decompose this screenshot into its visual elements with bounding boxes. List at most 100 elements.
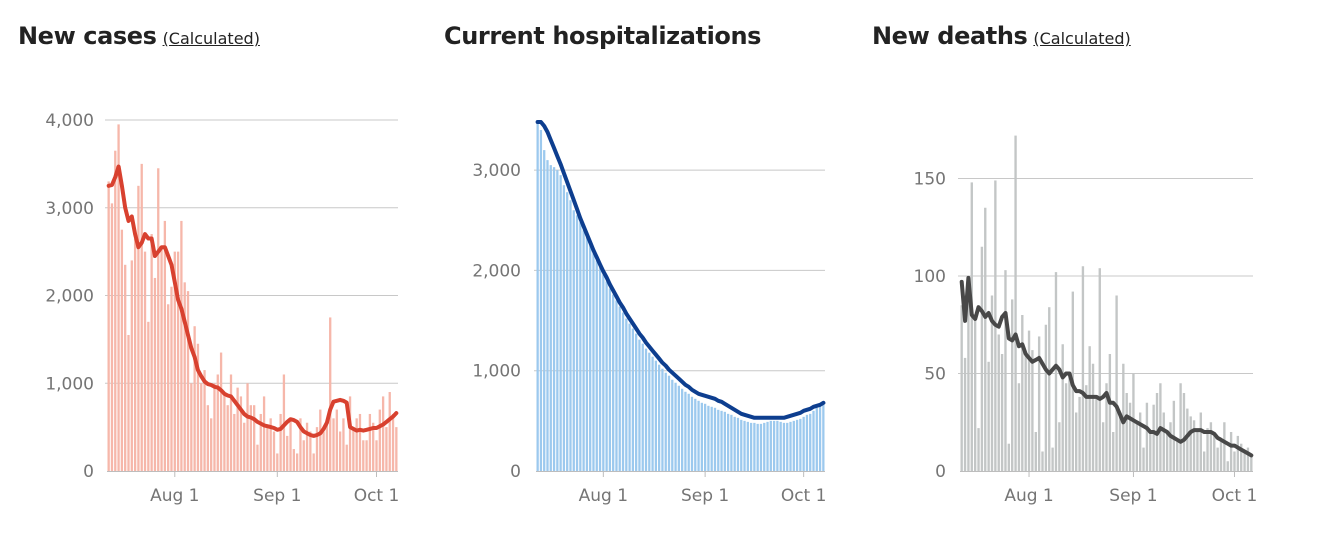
bar: [799, 418, 802, 471]
bar: [1011, 299, 1014, 471]
bar: [243, 422, 246, 471]
bar: [170, 286, 173, 471]
bar: [694, 398, 697, 471]
bar: [1085, 385, 1088, 471]
bar: [385, 427, 388, 471]
bar: [312, 453, 315, 471]
bar: [664, 372, 667, 471]
bar: [552, 167, 556, 472]
bar: [1091, 363, 1095, 471]
bar: [1058, 422, 1061, 471]
bar: [960, 305, 963, 471]
bar: [569, 200, 572, 471]
bar: [805, 414, 809, 471]
bar: [1054, 272, 1058, 471]
bar: [779, 421, 782, 471]
bar: [769, 420, 772, 471]
bar: [658, 364, 661, 471]
bar: [651, 356, 654, 471]
bar: [1165, 432, 1169, 471]
average-line: [106, 164, 399, 438]
bar: [717, 409, 720, 471]
bar: [1064, 383, 1068, 471]
bar: [276, 453, 279, 471]
bar: [375, 440, 378, 471]
bar: [789, 421, 792, 471]
y-tick-label: 3,000: [45, 199, 94, 219]
bar: [239, 396, 243, 471]
bar: [690, 396, 694, 471]
bar: [319, 409, 322, 471]
bar: [713, 407, 717, 471]
bar: [329, 317, 332, 471]
panel-title: Current hospitalizations: [444, 22, 761, 50]
bar: [746, 421, 749, 471]
bar: [120, 229, 124, 471]
bar: [723, 411, 726, 471]
bar: [1152, 404, 1155, 471]
bar: [763, 422, 766, 471]
bar: [595, 260, 598, 471]
bar: [720, 410, 723, 471]
bar: [325, 422, 329, 471]
bar: [299, 418, 302, 471]
x-tick-label: Aug 1: [579, 486, 628, 506]
bar: [1041, 451, 1044, 471]
bar: [585, 237, 589, 471]
bar: [279, 413, 282, 471]
bar: [579, 222, 582, 471]
new-cases-chart: 0 1,000 2,000 3,000 4,000 Aug 1 Sep 1 Oct 1: [45, 111, 399, 506]
panel-title: New cases (Calculated): [18, 22, 260, 50]
bar: [963, 357, 967, 471]
bar: [990, 295, 994, 471]
bar: [1051, 447, 1054, 471]
y-tick-label: 100: [914, 267, 946, 287]
bar: [608, 288, 612, 471]
bar: [335, 409, 338, 471]
bar: [216, 374, 219, 471]
bar: [259, 413, 262, 471]
bar: [1048, 307, 1051, 471]
bar: [1068, 373, 1071, 471]
bar: [572, 210, 575, 471]
bar: [143, 251, 147, 471]
bar: [190, 383, 193, 471]
bar: [1162, 412, 1165, 471]
bar: [388, 392, 391, 471]
bar: [997, 334, 1000, 471]
bar: [229, 374, 233, 471]
bar: [147, 321, 150, 471]
calculated-link[interactable]: (Calculated): [162, 29, 260, 48]
bar: [266, 427, 269, 471]
y-tick-label: 150: [914, 170, 946, 190]
bar: [730, 414, 733, 471]
bar: [1118, 416, 1122, 471]
bar: [1112, 432, 1115, 471]
title-text: New cases: [18, 22, 157, 50]
bar: [295, 453, 299, 471]
bar: [1075, 412, 1078, 471]
bar: [117, 124, 120, 471]
bar: [1196, 432, 1199, 471]
bar: [256, 444, 259, 471]
bar: [352, 427, 355, 471]
bar: [543, 150, 546, 472]
bar: [598, 267, 602, 471]
bar: [372, 422, 375, 471]
bar: [137, 185, 140, 471]
bar: [309, 431, 312, 471]
bar: [272, 431, 276, 471]
bar: [536, 122, 539, 472]
bar: [1044, 324, 1048, 471]
bar: [621, 312, 625, 471]
bar: [1000, 354, 1004, 471]
bar: [183, 282, 186, 471]
bar: [167, 304, 170, 471]
bar: [1192, 420, 1196, 471]
calculated-link[interactable]: (Calculated): [1033, 29, 1131, 48]
bar: [707, 405, 710, 471]
bar: [292, 449, 295, 471]
bar: [635, 333, 638, 471]
bar: [1176, 441, 1179, 471]
x-tick-label: Aug 1: [1004, 486, 1053, 506]
